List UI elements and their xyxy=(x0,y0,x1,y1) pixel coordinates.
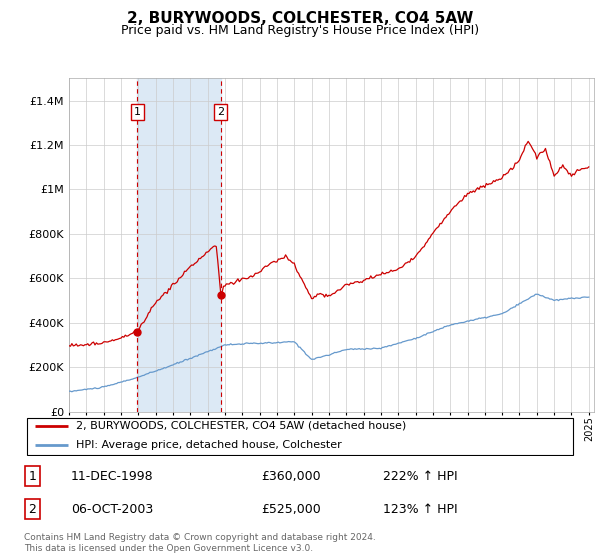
Text: 2, BURYWOODS, COLCHESTER, CO4 5AW: 2, BURYWOODS, COLCHESTER, CO4 5AW xyxy=(127,11,473,26)
Bar xyxy=(137,78,221,412)
Text: £360,000: £360,000 xyxy=(262,470,321,483)
Text: 06-OCT-2003: 06-OCT-2003 xyxy=(71,503,153,516)
Text: 1: 1 xyxy=(28,470,36,483)
Text: 11-DEC-1998: 11-DEC-1998 xyxy=(71,470,154,483)
Text: 2, BURYWOODS, COLCHESTER, CO4 5AW (detached house): 2, BURYWOODS, COLCHESTER, CO4 5AW (detac… xyxy=(76,421,407,431)
FancyBboxPatch shape xyxy=(27,418,573,455)
Text: 222% ↑ HPI: 222% ↑ HPI xyxy=(383,470,457,483)
Text: Contains HM Land Registry data © Crown copyright and database right 2024.
This d: Contains HM Land Registry data © Crown c… xyxy=(24,533,376,553)
Text: 2: 2 xyxy=(28,503,36,516)
Text: £525,000: £525,000 xyxy=(262,503,321,516)
Text: 123% ↑ HPI: 123% ↑ HPI xyxy=(383,503,457,516)
Text: 1: 1 xyxy=(134,108,141,117)
Text: 2: 2 xyxy=(217,108,224,117)
Text: Price paid vs. HM Land Registry's House Price Index (HPI): Price paid vs. HM Land Registry's House … xyxy=(121,24,479,36)
Text: HPI: Average price, detached house, Colchester: HPI: Average price, detached house, Colc… xyxy=(76,440,342,450)
